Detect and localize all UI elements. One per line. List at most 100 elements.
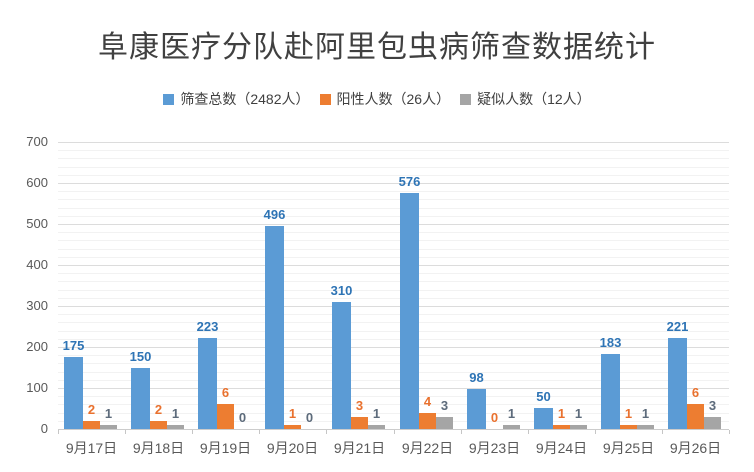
data-label: 496 <box>263 207 286 222</box>
bar-screened <box>400 193 419 429</box>
bar-screened <box>534 408 553 429</box>
bar-positive <box>553 425 570 429</box>
x-axis-tick <box>394 430 395 434</box>
y-axis-tick-label: 300 <box>26 298 48 313</box>
bar-positive <box>620 425 637 429</box>
data-label: 221 <box>666 319 689 334</box>
bar-screened <box>64 357 83 429</box>
data-label: 183 <box>599 335 622 350</box>
data-label: 98 <box>469 370 484 385</box>
legend-swatch-orange-icon <box>319 93 331 105</box>
bar-positive <box>687 404 704 429</box>
major-gridline <box>58 142 729 143</box>
bar-positive <box>83 421 100 429</box>
data-label: 175 <box>62 338 85 353</box>
minor-gridline <box>58 256 729 258</box>
bar-positive <box>351 417 368 429</box>
minor-gridline <box>58 396 729 398</box>
legend-item-positive: 阳性人数（26人） <box>319 89 450 109</box>
data-label: 1 <box>288 406 297 421</box>
minor-gridline <box>58 379 729 381</box>
x-axis-tick <box>58 430 59 434</box>
bar-suspected <box>436 417 453 429</box>
data-label: 1 <box>372 406 381 421</box>
minor-gridline <box>58 281 729 283</box>
major-gridline <box>58 306 729 307</box>
major-gridline <box>58 388 729 389</box>
data-label: 0 <box>490 410 499 425</box>
minor-gridline <box>58 215 729 217</box>
bar-screened <box>131 368 150 429</box>
data-label: 6 <box>221 385 230 400</box>
x-axis-category-label: 9月17日 <box>65 440 118 456</box>
chart-legend: 筛查总数（2482人） 阳性人数（26人） 疑似人数（12人） <box>0 89 754 109</box>
minor-gridline <box>58 289 729 291</box>
y-axis-tick-label: 400 <box>26 257 48 272</box>
x-axis-tick <box>595 430 596 434</box>
major-gridline <box>58 265 729 266</box>
x-axis-category-label: 9月19日 <box>199 440 252 456</box>
data-label: 50 <box>536 389 551 404</box>
minor-gridline <box>58 166 729 168</box>
bar-suspected <box>704 417 721 429</box>
data-label: 4 <box>423 394 432 409</box>
bar-screened <box>265 226 284 429</box>
y-axis-tick-label: 200 <box>26 339 48 354</box>
minor-gridline <box>58 232 729 234</box>
x-axis-tick <box>192 430 193 434</box>
minor-gridline <box>58 297 729 299</box>
x-axis-tick <box>461 430 462 434</box>
chart-title: 阜康医疗分队赴阿里包虫病筛查数据统计 <box>98 31 656 64</box>
minor-gridline <box>58 322 729 324</box>
data-label: 3 <box>708 398 717 413</box>
bar-suspected <box>503 425 520 429</box>
legend-swatch-blue-icon <box>163 93 175 105</box>
minor-gridline <box>58 240 729 242</box>
legend-item-suspected: 疑似人数（12人） <box>460 89 591 109</box>
bar-positive <box>150 421 167 429</box>
x-axis-tick <box>259 430 260 434</box>
y-axis-tick-label: 100 <box>26 380 48 395</box>
x-axis-category-label: 9月25日 <box>602 440 655 456</box>
minor-gridline <box>58 199 729 201</box>
minor-gridline <box>58 158 729 160</box>
bar-screened <box>198 338 217 429</box>
minor-gridline <box>58 314 729 316</box>
x-axis-tick <box>662 430 663 434</box>
x-axis-category-label: 9月20日 <box>266 440 319 456</box>
data-label: 1 <box>641 406 650 421</box>
minor-gridline <box>58 248 729 250</box>
x-axis-tick <box>528 430 529 434</box>
legend-swatch-gray-icon <box>460 93 472 105</box>
data-label: 1 <box>171 406 180 421</box>
data-label: 1 <box>624 406 633 421</box>
x-axis-category-label: 9月21日 <box>333 440 386 456</box>
data-label: 1 <box>104 406 113 421</box>
y-axis-tick-label: 700 <box>26 134 48 149</box>
data-label: 3 <box>440 398 449 413</box>
bar-suspected <box>167 425 184 429</box>
bar-suspected <box>368 425 385 429</box>
y-axis-tick-label: 600 <box>26 175 48 190</box>
data-label: 1 <box>574 406 583 421</box>
data-label: 0 <box>238 410 247 425</box>
bar-suspected <box>100 425 117 429</box>
data-label: 2 <box>154 402 163 417</box>
legend-label-suspected: 疑似人数（12人） <box>477 91 591 107</box>
bar-screened <box>601 354 620 429</box>
data-label: 0 <box>305 410 314 425</box>
minor-gridline <box>58 371 729 373</box>
minor-gridline <box>58 330 729 332</box>
data-label: 1 <box>557 406 566 421</box>
minor-gridline <box>58 207 729 209</box>
x-axis-category-label: 9月24日 <box>535 440 588 456</box>
x-axis-category-label: 9月23日 <box>468 440 521 456</box>
x-axis-tick <box>125 430 126 434</box>
minor-gridline <box>58 273 729 275</box>
bar-suspected <box>637 425 654 429</box>
minor-gridline <box>58 150 729 152</box>
bar-screened <box>668 338 687 429</box>
major-gridline <box>58 224 729 225</box>
data-label: 310 <box>330 283 353 298</box>
